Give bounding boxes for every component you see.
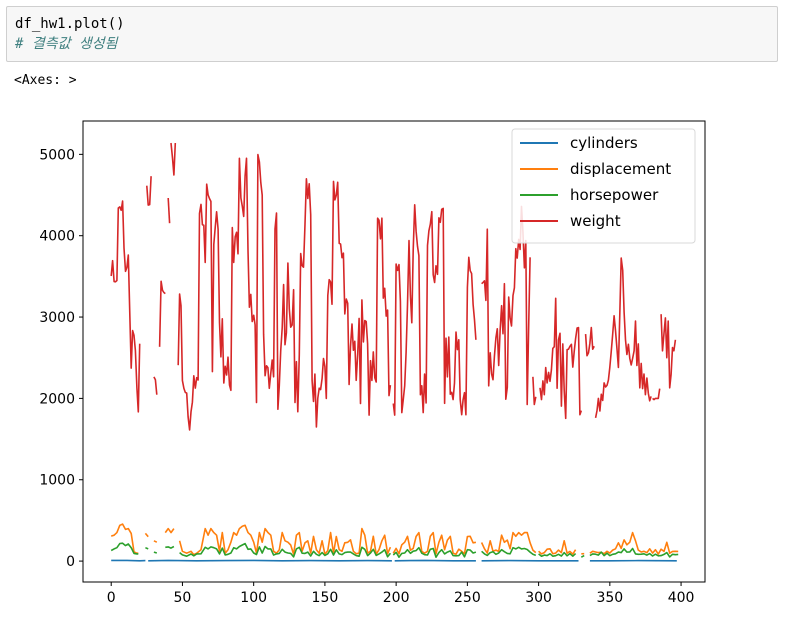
y-tick-label: 2000 [39, 391, 75, 407]
series-weight-line [146, 176, 152, 206]
series-displacement-line [110, 523, 139, 554]
series-horsepower-line [392, 546, 477, 558]
x-tick-label: 350 [596, 590, 623, 606]
plot-area [82, 120, 706, 583]
y-tick-label: 4000 [39, 229, 75, 245]
series-weight-line [158, 280, 166, 347]
code-cell[interactable]: df_hw1.plot() # 결측값 생성됨 [6, 6, 778, 62]
series-weight-line [584, 326, 595, 357]
series-weight-line [652, 388, 661, 401]
legend-label: displacement [570, 160, 671, 178]
series-displacement-line [164, 527, 175, 534]
legend-label: horsepower [570, 186, 659, 204]
series-horsepower-line [145, 546, 149, 550]
series-weight-line [110, 200, 141, 413]
series-horsepower-line [165, 545, 175, 549]
series-weight-line [177, 153, 392, 431]
series-displacement-line [144, 532, 149, 538]
series-weight-line [660, 314, 677, 389]
y-tick-label: 1000 [39, 473, 75, 489]
series-displacement-line [153, 540, 158, 543]
x-tick-label: 300 [525, 590, 552, 606]
output-repr: <Axes: > [14, 73, 77, 88]
x-tick-label: 250 [454, 590, 481, 606]
series-horsepower-line [481, 546, 537, 557]
series-horsepower-line [153, 551, 158, 554]
series-displacement-line [480, 531, 537, 554]
y-tick-label: 3000 [39, 310, 75, 326]
legend-label: weight [570, 212, 621, 230]
x-tick-label: 200 [383, 590, 410, 606]
series-horsepower-line [580, 554, 585, 558]
code-editor[interactable]: df_hw1.plot() # 결측값 생성됨 [15, 14, 125, 54]
series-horsepower-line [179, 542, 392, 558]
legend-label: cylinders [570, 134, 638, 152]
y-tick-label: 0 [66, 554, 75, 570]
series-weight-line [153, 376, 158, 395]
y-tick-label: 5000 [39, 147, 75, 163]
code-line: df_hw1.plot() [15, 16, 125, 32]
series-weight-line [170, 142, 177, 176]
series-displacement-line [178, 524, 392, 556]
series-displacement-line [589, 531, 679, 555]
code-comment: # 결측값 생성됨 [15, 36, 118, 52]
x-tick-label: 150 [312, 590, 339, 606]
series-displacement-line [538, 540, 577, 555]
legend-box [511, 128, 696, 244]
series-weight-line [392, 204, 477, 416]
series-weight-line [532, 376, 537, 406]
series-horsepower-line [538, 551, 577, 557]
x-tick-label: 0 [107, 590, 116, 606]
series-horsepower-line [589, 547, 679, 558]
series-weight-line [594, 257, 652, 419]
x-tick-label: 400 [668, 590, 695, 606]
series-weight-line [539, 297, 583, 420]
series-horsepower-line [110, 542, 139, 555]
x-tick-label: 100 [240, 590, 267, 606]
series-weight-line [167, 197, 171, 224]
x-tick-label: 50 [174, 590, 192, 606]
